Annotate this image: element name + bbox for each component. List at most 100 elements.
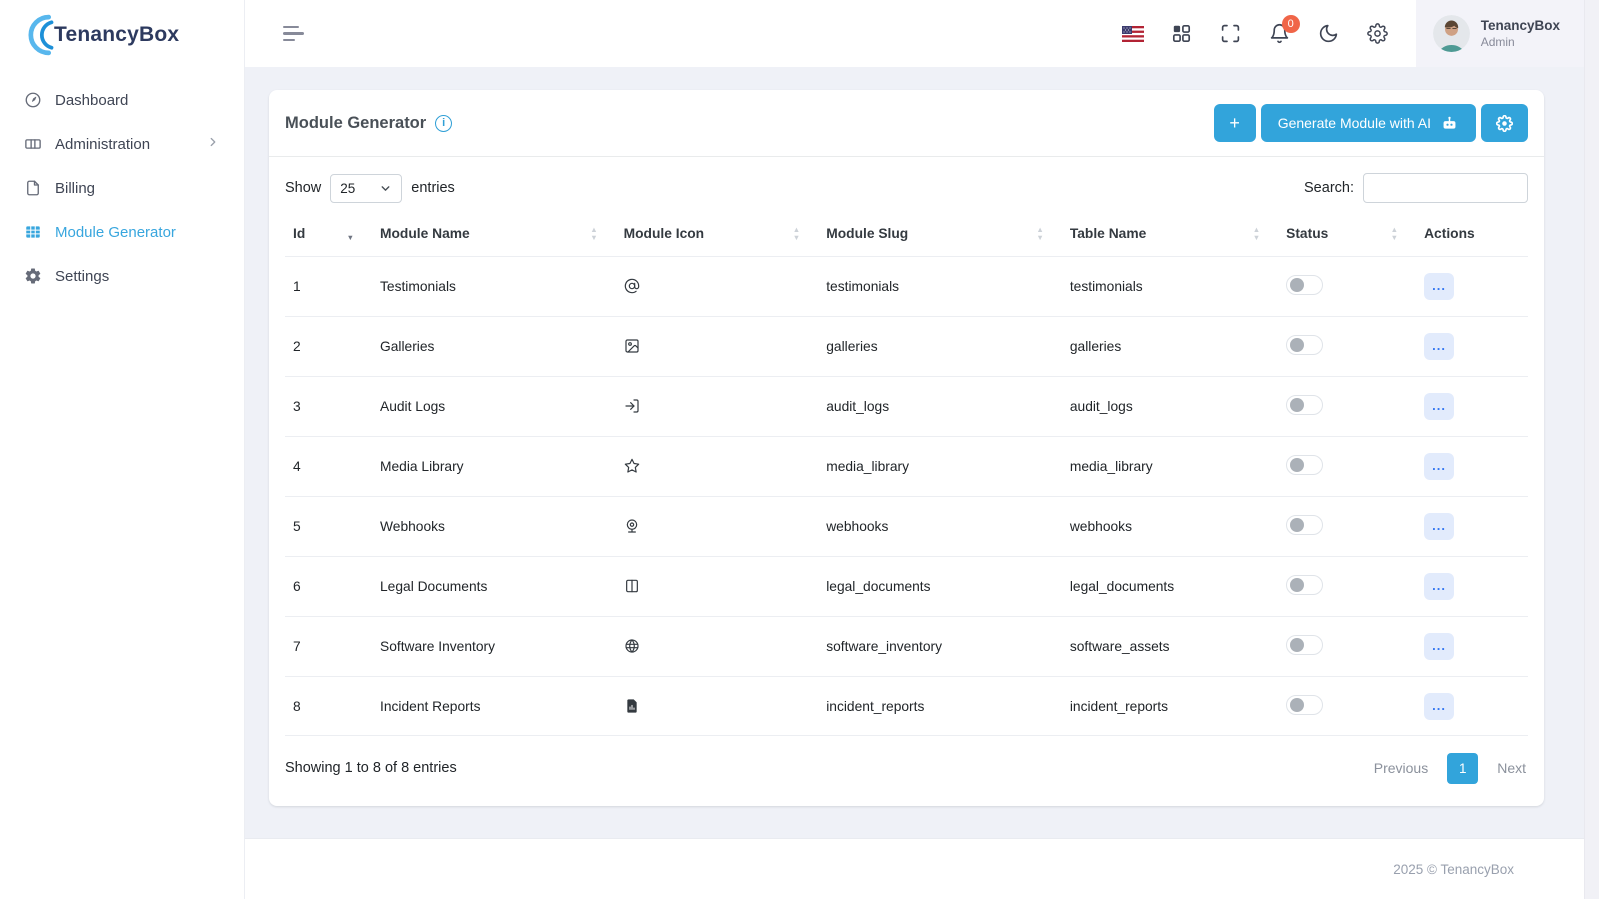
building-icon bbox=[25, 139, 41, 149]
cell-actions: ... bbox=[1416, 615, 1528, 677]
column-header-module-slug[interactable]: Module Slug ▲ ▼ bbox=[818, 218, 1062, 256]
status-toggle[interactable] bbox=[1286, 454, 1324, 475]
add-module-button[interactable]: + bbox=[1213, 104, 1256, 142]
row-actions-button[interactable]: ... bbox=[1424, 392, 1455, 420]
status-toggle[interactable] bbox=[1286, 274, 1324, 295]
file-icon bbox=[27, 180, 39, 196]
cell-module-slug: incident_reports bbox=[818, 675, 1062, 736]
notifications-bell-icon[interactable]: 0 bbox=[1269, 14, 1300, 45]
cell-status bbox=[1278, 255, 1417, 317]
settings-gear-icon[interactable] bbox=[1367, 23, 1389, 45]
column-header-id[interactable]: Id ▲▼ bbox=[285, 218, 372, 256]
page-title: Module Generator i bbox=[285, 114, 453, 133]
user-avatar bbox=[1432, 15, 1470, 52]
apps-grid-icon[interactable] bbox=[1171, 23, 1193, 45]
cell-table-name: legal_documents bbox=[1061, 555, 1279, 617]
table-row: 8 Incident Reports incident_reports inciden… bbox=[285, 675, 1528, 736]
table-row: 7 Software Inventory software_inventory sof… bbox=[285, 615, 1528, 677]
sidebar-item-module-generator[interactable]: Module Generator bbox=[0, 210, 244, 254]
page-size-select[interactable]: 25 bbox=[330, 173, 403, 203]
column-header-module-name[interactable]: Module Name ▲ ▼ bbox=[372, 218, 616, 256]
dark-mode-moon-icon[interactable] bbox=[1318, 23, 1340, 45]
scrollbar[interactable] bbox=[1584, 0, 1599, 899]
row-actions-button[interactable]: ... bbox=[1424, 632, 1455, 660]
card-header: Module Generator i + Generate Module wit… bbox=[269, 90, 1544, 157]
cell-actions: ... bbox=[1416, 435, 1528, 497]
search-input[interactable] bbox=[1363, 173, 1528, 203]
status-toggle[interactable] bbox=[1286, 634, 1324, 655]
status-toggle[interactable] bbox=[1286, 334, 1324, 355]
hamburger-menu-icon[interactable] bbox=[283, 25, 305, 42]
cell-table-name: software_assets bbox=[1061, 615, 1279, 677]
table-row: 6 Legal Documents legal_documents legal_doc… bbox=[285, 555, 1528, 617]
column-label: Module Slug bbox=[826, 226, 909, 242]
pagination-previous[interactable]: Previous bbox=[1373, 760, 1429, 777]
sidebar-item-settings[interactable]: Settings bbox=[0, 254, 244, 298]
row-actions-button[interactable]: ... bbox=[1424, 692, 1455, 720]
status-toggle[interactable] bbox=[1286, 574, 1324, 595]
status-toggle[interactable] bbox=[1286, 514, 1324, 535]
row-actions-button[interactable]: ... bbox=[1424, 452, 1455, 480]
table-footer: Showing 1 to 8 of 8 entries Previous 1 N… bbox=[285, 734, 1528, 790]
entries-label: entries bbox=[411, 180, 455, 196]
card-toolbar: + Generate Module with AI bbox=[1213, 104, 1528, 142]
pagination-page-1[interactable]: 1 bbox=[1447, 752, 1479, 784]
cell-module-name: Testimonials bbox=[372, 255, 616, 317]
column-label: Status bbox=[1286, 226, 1329, 242]
column-label: Module Icon bbox=[623, 226, 705, 242]
sort-arrows-icon: ▲▼ bbox=[1252, 225, 1261, 242]
pagination-next[interactable]: Next bbox=[1497, 760, 1526, 777]
module-table-body: 1 Testimonials testimonials testimonials...… bbox=[285, 255, 1528, 736]
status-toggle[interactable] bbox=[1286, 394, 1324, 415]
cell-module-icon bbox=[615, 375, 819, 437]
us-flag-icon bbox=[1121, 25, 1144, 42]
user-menu[interactable]: TenancyBox Admin bbox=[1415, 0, 1584, 67]
modules-table: Id▲▼Module Name▲▼Module Icon▲▼Module Slu… bbox=[285, 218, 1528, 736]
cell-module-slug: software_inventory bbox=[818, 615, 1062, 677]
cell-module-slug: audit_logs bbox=[818, 375, 1062, 437]
cell-id: 6 bbox=[285, 555, 372, 617]
status-toggle[interactable] bbox=[1286, 694, 1324, 715]
show-label: Show bbox=[285, 180, 322, 196]
toggle-knob bbox=[1289, 277, 1304, 292]
cell-table-name: incident_reports bbox=[1061, 675, 1279, 736]
brand-swoosh-icon bbox=[28, 14, 54, 56]
table-controls: Show 25 entries Search: bbox=[285, 173, 1528, 203]
cell-table-name: media_library bbox=[1061, 435, 1279, 497]
table-row: 1 Testimonials testimonials testimonials... bbox=[285, 255, 1528, 317]
cell-table-name: galleries bbox=[1061, 315, 1279, 377]
column-label: Module Name bbox=[380, 226, 470, 242]
cell-module-icon bbox=[615, 675, 819, 736]
sidebar-item-billing[interactable]: Billing bbox=[0, 166, 244, 210]
card-body: Show 25 entries Search: bbox=[269, 157, 1544, 806]
table-header-row: Id▲▼Module Name▲▼Module Icon▲▼Module Slu… bbox=[285, 218, 1528, 256]
generate-module-ai-button[interactable]: Generate Module with AI bbox=[1260, 104, 1476, 142]
column-header-status[interactable]: Status ▲ ▼ bbox=[1278, 218, 1416, 256]
column-header-module-icon[interactable]: Module Icon ▲ ▼ bbox=[616, 218, 819, 256]
column-header-table-name[interactable]: Table Name ▲ ▼ bbox=[1062, 218, 1278, 256]
robot-icon bbox=[1443, 116, 1456, 129]
sidebar-item-dashboard[interactable]: Dashboard bbox=[0, 78, 244, 122]
cell-status bbox=[1278, 675, 1417, 736]
cell-module-icon bbox=[615, 615, 819, 677]
row-actions-button[interactable]: ... bbox=[1424, 272, 1455, 300]
topbar-actions: 0 bbox=[1121, 0, 1584, 67]
row-actions-button[interactable]: ... bbox=[1424, 572, 1455, 600]
cell-id: 5 bbox=[285, 495, 372, 557]
sidebar-nav: Dashboard Administration Billing Module Gen… bbox=[0, 70, 244, 298]
cell-status bbox=[1278, 615, 1417, 677]
sidebar-item-label: Module Generator bbox=[55, 223, 176, 241]
column-label: Actions bbox=[1424, 226, 1475, 242]
sidebar-item-administration[interactable]: Administration bbox=[0, 122, 244, 166]
sidebar-item-label: Settings bbox=[55, 267, 110, 285]
row-actions-button[interactable]: ... bbox=[1424, 332, 1455, 360]
fullscreen-icon[interactable] bbox=[1220, 23, 1242, 45]
row-actions-button[interactable]: ... bbox=[1424, 512, 1455, 540]
table-settings-button[interactable] bbox=[1481, 104, 1528, 142]
table-grid-icon bbox=[25, 225, 41, 239]
page-size-control: Show 25 entries bbox=[285, 173, 455, 203]
language-flag-icon[interactable] bbox=[1121, 23, 1144, 45]
cell-actions: ... bbox=[1416, 495, 1528, 557]
brand-logo[interactable]: TenancyBox bbox=[0, 0, 244, 70]
info-icon[interactable]: i bbox=[435, 114, 453, 132]
